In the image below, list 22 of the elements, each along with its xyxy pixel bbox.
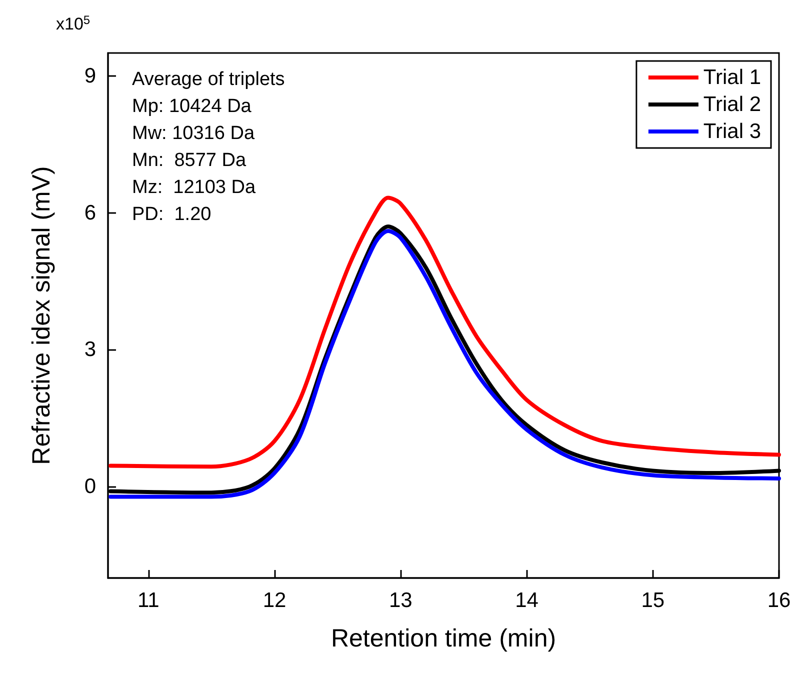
x-tick-label: 12 xyxy=(262,589,286,612)
annotation: Mz: 12103 Da xyxy=(132,177,256,198)
x-tick-label: 15 xyxy=(641,589,665,612)
legend-label: Trial 2 xyxy=(703,93,762,116)
x-tick-label: 13 xyxy=(388,589,412,612)
y-tick-label: 9 xyxy=(84,64,96,88)
x-tick-label: 16 xyxy=(767,589,791,612)
annotation: PD: 1.20 xyxy=(132,204,212,225)
annotation: Mp: 10424 Da xyxy=(132,96,252,117)
y-tick-label: 0 xyxy=(84,475,96,498)
legend-label: Trial 1 xyxy=(703,66,762,89)
x-tick-label: 11 xyxy=(137,589,160,612)
y-axis-title: Refractive idex signal (mV) xyxy=(28,166,56,465)
y-tick-label: 3 xyxy=(84,338,96,362)
annotation: Average of triplets xyxy=(132,69,285,90)
annotation: Mn: 8577 Da xyxy=(132,150,246,171)
y-tick-label: 6 xyxy=(84,201,96,224)
annotation: Mw: 10316 Da xyxy=(132,123,255,144)
line-series xyxy=(108,196,781,469)
x-axis-title: Retention time (min) xyxy=(330,624,556,652)
x-tick-label: 14 xyxy=(515,589,539,612)
legend-label: Trial 3 xyxy=(703,120,762,143)
